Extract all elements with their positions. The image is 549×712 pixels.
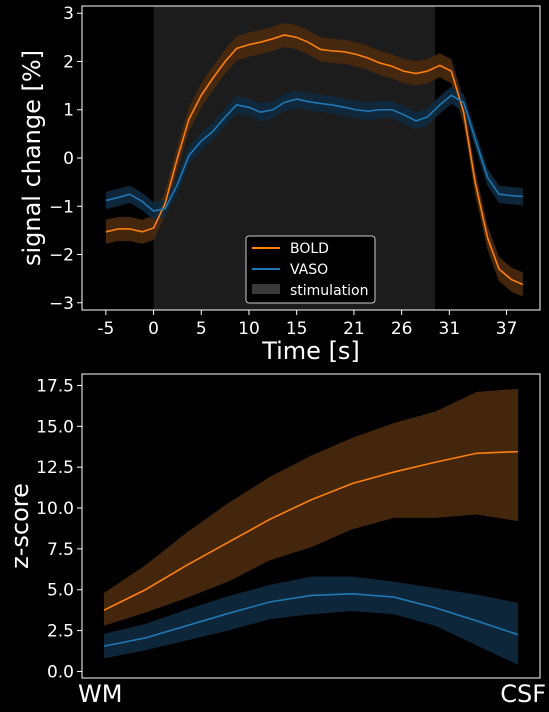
top-x-tick-label: 37 [496, 319, 518, 339]
bottom-axes-frame [81, 373, 541, 679]
top-bold-line [105, 34, 524, 286]
x-label-wm: WM [78, 680, 122, 708]
top-vaso-line [105, 94, 523, 212]
bottom-y-tick-label: 2.5 [47, 622, 74, 642]
bottom-y-axis-title: z-score [6, 483, 34, 569]
legend-bold-label: BOLD [290, 241, 329, 257]
top-x-tick-label: 31 [439, 319, 461, 339]
top-bold-band [105, 22, 523, 297]
top-chart: −3 −2 −1 0 1 2 3 -5 0 5 10 15 21 26 31 37 Time [s] sig… [18, 4, 541, 365]
top-x-tick-label: 26 [391, 319, 413, 339]
bottom-bold-band [104, 388, 518, 626]
bottom-chart: 0.02.55.07.510.012.515.017.5 z-score WM … [6, 373, 546, 708]
bottom-y-tick-label: 17.5 [36, 376, 74, 396]
legend-stimulation-label: stimulation [290, 283, 368, 299]
bottom-y-tick-label: 5.0 [47, 581, 74, 601]
x-label-csf: CSF [500, 680, 546, 708]
bottom-y-tick-label: 0.0 [47, 662, 74, 682]
bottom-bold-line [103, 450, 519, 611]
legend-stimulation-swatch [252, 284, 280, 294]
top-x-tick-label: 21 [343, 319, 365, 339]
bottom-y-tick-label: 15.0 [36, 417, 74, 437]
top-x-tick-label: 10 [238, 319, 260, 339]
top-y-tick-label: 3 [63, 4, 74, 24]
bottom-vaso-line [103, 593, 519, 647]
legend: BOLD VASO stimulation [245, 235, 376, 304]
top-x-tick-label: -5 [97, 319, 114, 339]
bottom-y-tick-label: 10.0 [36, 499, 74, 519]
top-x-axis-title: Time [s] [261, 337, 360, 365]
bottom-y-tick-label: 7.5 [47, 540, 74, 560]
top-y-axis-title: signal change [%] [18, 50, 46, 266]
top-x-tick-label: 5 [196, 319, 207, 339]
top-x-tick-label: 0 [148, 319, 159, 339]
top-y-tick-label: −1 [49, 197, 74, 217]
bottom-y-tick-label: 12.5 [36, 458, 74, 478]
legend-vaso-label: VASO [290, 262, 328, 278]
bottom-vaso-band [104, 576, 518, 665]
top-y-tick-label: 1 [63, 101, 74, 121]
top-y-tick-label: −2 [49, 246, 74, 266]
top-y-tick-label: 2 [63, 52, 74, 72]
top-x-tick-label: 15 [286, 319, 308, 339]
top-y-tick-label: 0 [63, 149, 74, 169]
top-y-tick-label: −3 [49, 294, 74, 314]
